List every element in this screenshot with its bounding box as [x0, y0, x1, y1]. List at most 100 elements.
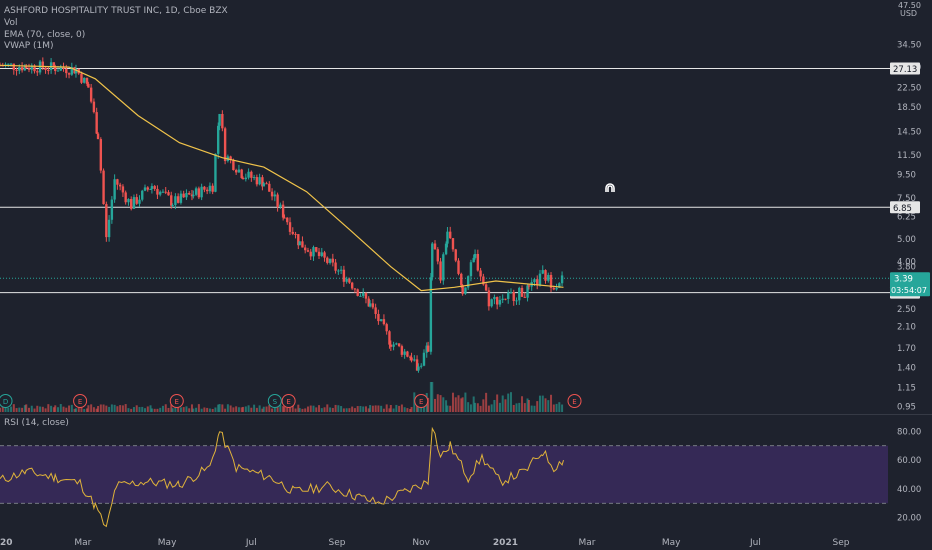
candle-body	[276, 194, 279, 207]
candle-body	[80, 73, 83, 83]
volume-bar	[185, 406, 188, 412]
volume-bar	[496, 394, 499, 412]
volume-bar	[342, 408, 345, 412]
volume-bar	[515, 403, 518, 412]
candle-body	[99, 139, 103, 171]
candle-body	[96, 133, 100, 140]
candle-body	[431, 243, 434, 278]
volume-bar	[449, 405, 452, 412]
event-marker-label: E	[175, 398, 179, 406]
candle-body	[197, 188, 201, 198]
candle-body	[33, 65, 36, 72]
candle-body	[161, 191, 165, 193]
rsi-line	[0, 426, 564, 528]
volume-bar	[490, 404, 493, 412]
volume-bar	[130, 408, 133, 412]
volume-bar	[253, 404, 256, 412]
candle-body	[153, 186, 156, 189]
candle-body	[392, 344, 395, 347]
candle-body	[518, 287, 521, 301]
candle-body	[200, 186, 203, 198]
candle-body	[515, 300, 518, 302]
volume-bar	[446, 405, 449, 412]
candle-body	[171, 205, 174, 207]
candle-body	[185, 193, 188, 198]
volume-bar	[141, 406, 144, 412]
volume-bar	[144, 408, 147, 412]
volume-bar	[7, 407, 10, 412]
candle-body	[15, 69, 18, 71]
volume-bar	[530, 405, 533, 412]
bar-countdown-label: 03:54:07	[891, 286, 927, 295]
candle-body	[460, 273, 463, 286]
candle-body	[218, 113, 221, 126]
volume-bar	[161, 405, 164, 412]
candle-body	[244, 177, 248, 180]
volume-bar	[33, 408, 36, 412]
event-marker[interactable]	[281, 394, 296, 408]
candle-body	[457, 260, 460, 274]
candle-body	[413, 359, 416, 361]
candle-body	[476, 253, 480, 271]
volume-bar	[544, 398, 547, 412]
candle-body	[408, 356, 412, 358]
candle-body	[92, 101, 96, 113]
candle-body	[268, 183, 271, 192]
event-marker[interactable]	[0, 394, 13, 408]
candle-body	[279, 204, 282, 207]
volume-bar	[509, 392, 512, 412]
event-marker[interactable]	[169, 394, 184, 408]
volume-bar	[541, 395, 544, 412]
y-tick-label: 3.80	[897, 263, 916, 273]
event-marker-label: E	[572, 398, 576, 406]
volume-bar	[244, 406, 247, 412]
candle-body	[451, 238, 455, 250]
candle-body	[211, 185, 214, 192]
volume-bar	[211, 408, 214, 412]
candle-body	[298, 241, 301, 246]
volume-bar	[493, 399, 496, 412]
volume-bar	[262, 406, 265, 412]
candle-body	[560, 275, 564, 284]
event-marker[interactable]	[414, 394, 429, 408]
volume-bar	[149, 405, 152, 412]
volume-bar	[242, 406, 245, 412]
candle-body	[229, 156, 232, 160]
candle-body	[449, 231, 452, 239]
candle-body	[479, 270, 482, 277]
volume-bar	[334, 404, 337, 412]
candle-body	[549, 274, 553, 288]
magnet-icon[interactable]	[605, 183, 615, 192]
y-tick-label: 1.40	[897, 363, 916, 373]
volume-bar	[413, 392, 416, 412]
candle-body	[541, 270, 544, 274]
event-marker[interactable]	[73, 394, 88, 408]
candle-body	[377, 313, 380, 322]
candle-body	[281, 204, 285, 218]
volume-bar	[521, 396, 524, 412]
volume-bar	[406, 408, 409, 412]
volume-bar	[523, 403, 526, 412]
volume-bar	[512, 404, 515, 412]
candle-body	[127, 198, 130, 203]
candle-body	[258, 177, 261, 185]
event-marker[interactable]	[567, 394, 582, 408]
candle-body	[105, 204, 108, 238]
candle-body	[89, 87, 93, 102]
volume-bar	[417, 403, 420, 412]
candle-body	[83, 77, 86, 83]
x-tick-label: May	[662, 538, 681, 548]
candle-body	[217, 125, 220, 154]
volume-bar	[208, 408, 211, 412]
volume-bar	[203, 407, 206, 412]
candle-body	[403, 351, 406, 355]
candle-body	[544, 270, 547, 281]
event-marker[interactable]	[267, 394, 282, 408]
candle-body	[41, 61, 45, 68]
volume-bar	[73, 408, 76, 412]
candle-body	[143, 187, 147, 191]
candle-body	[395, 343, 398, 345]
volume-bar	[467, 402, 470, 412]
candle-body	[179, 193, 183, 203]
